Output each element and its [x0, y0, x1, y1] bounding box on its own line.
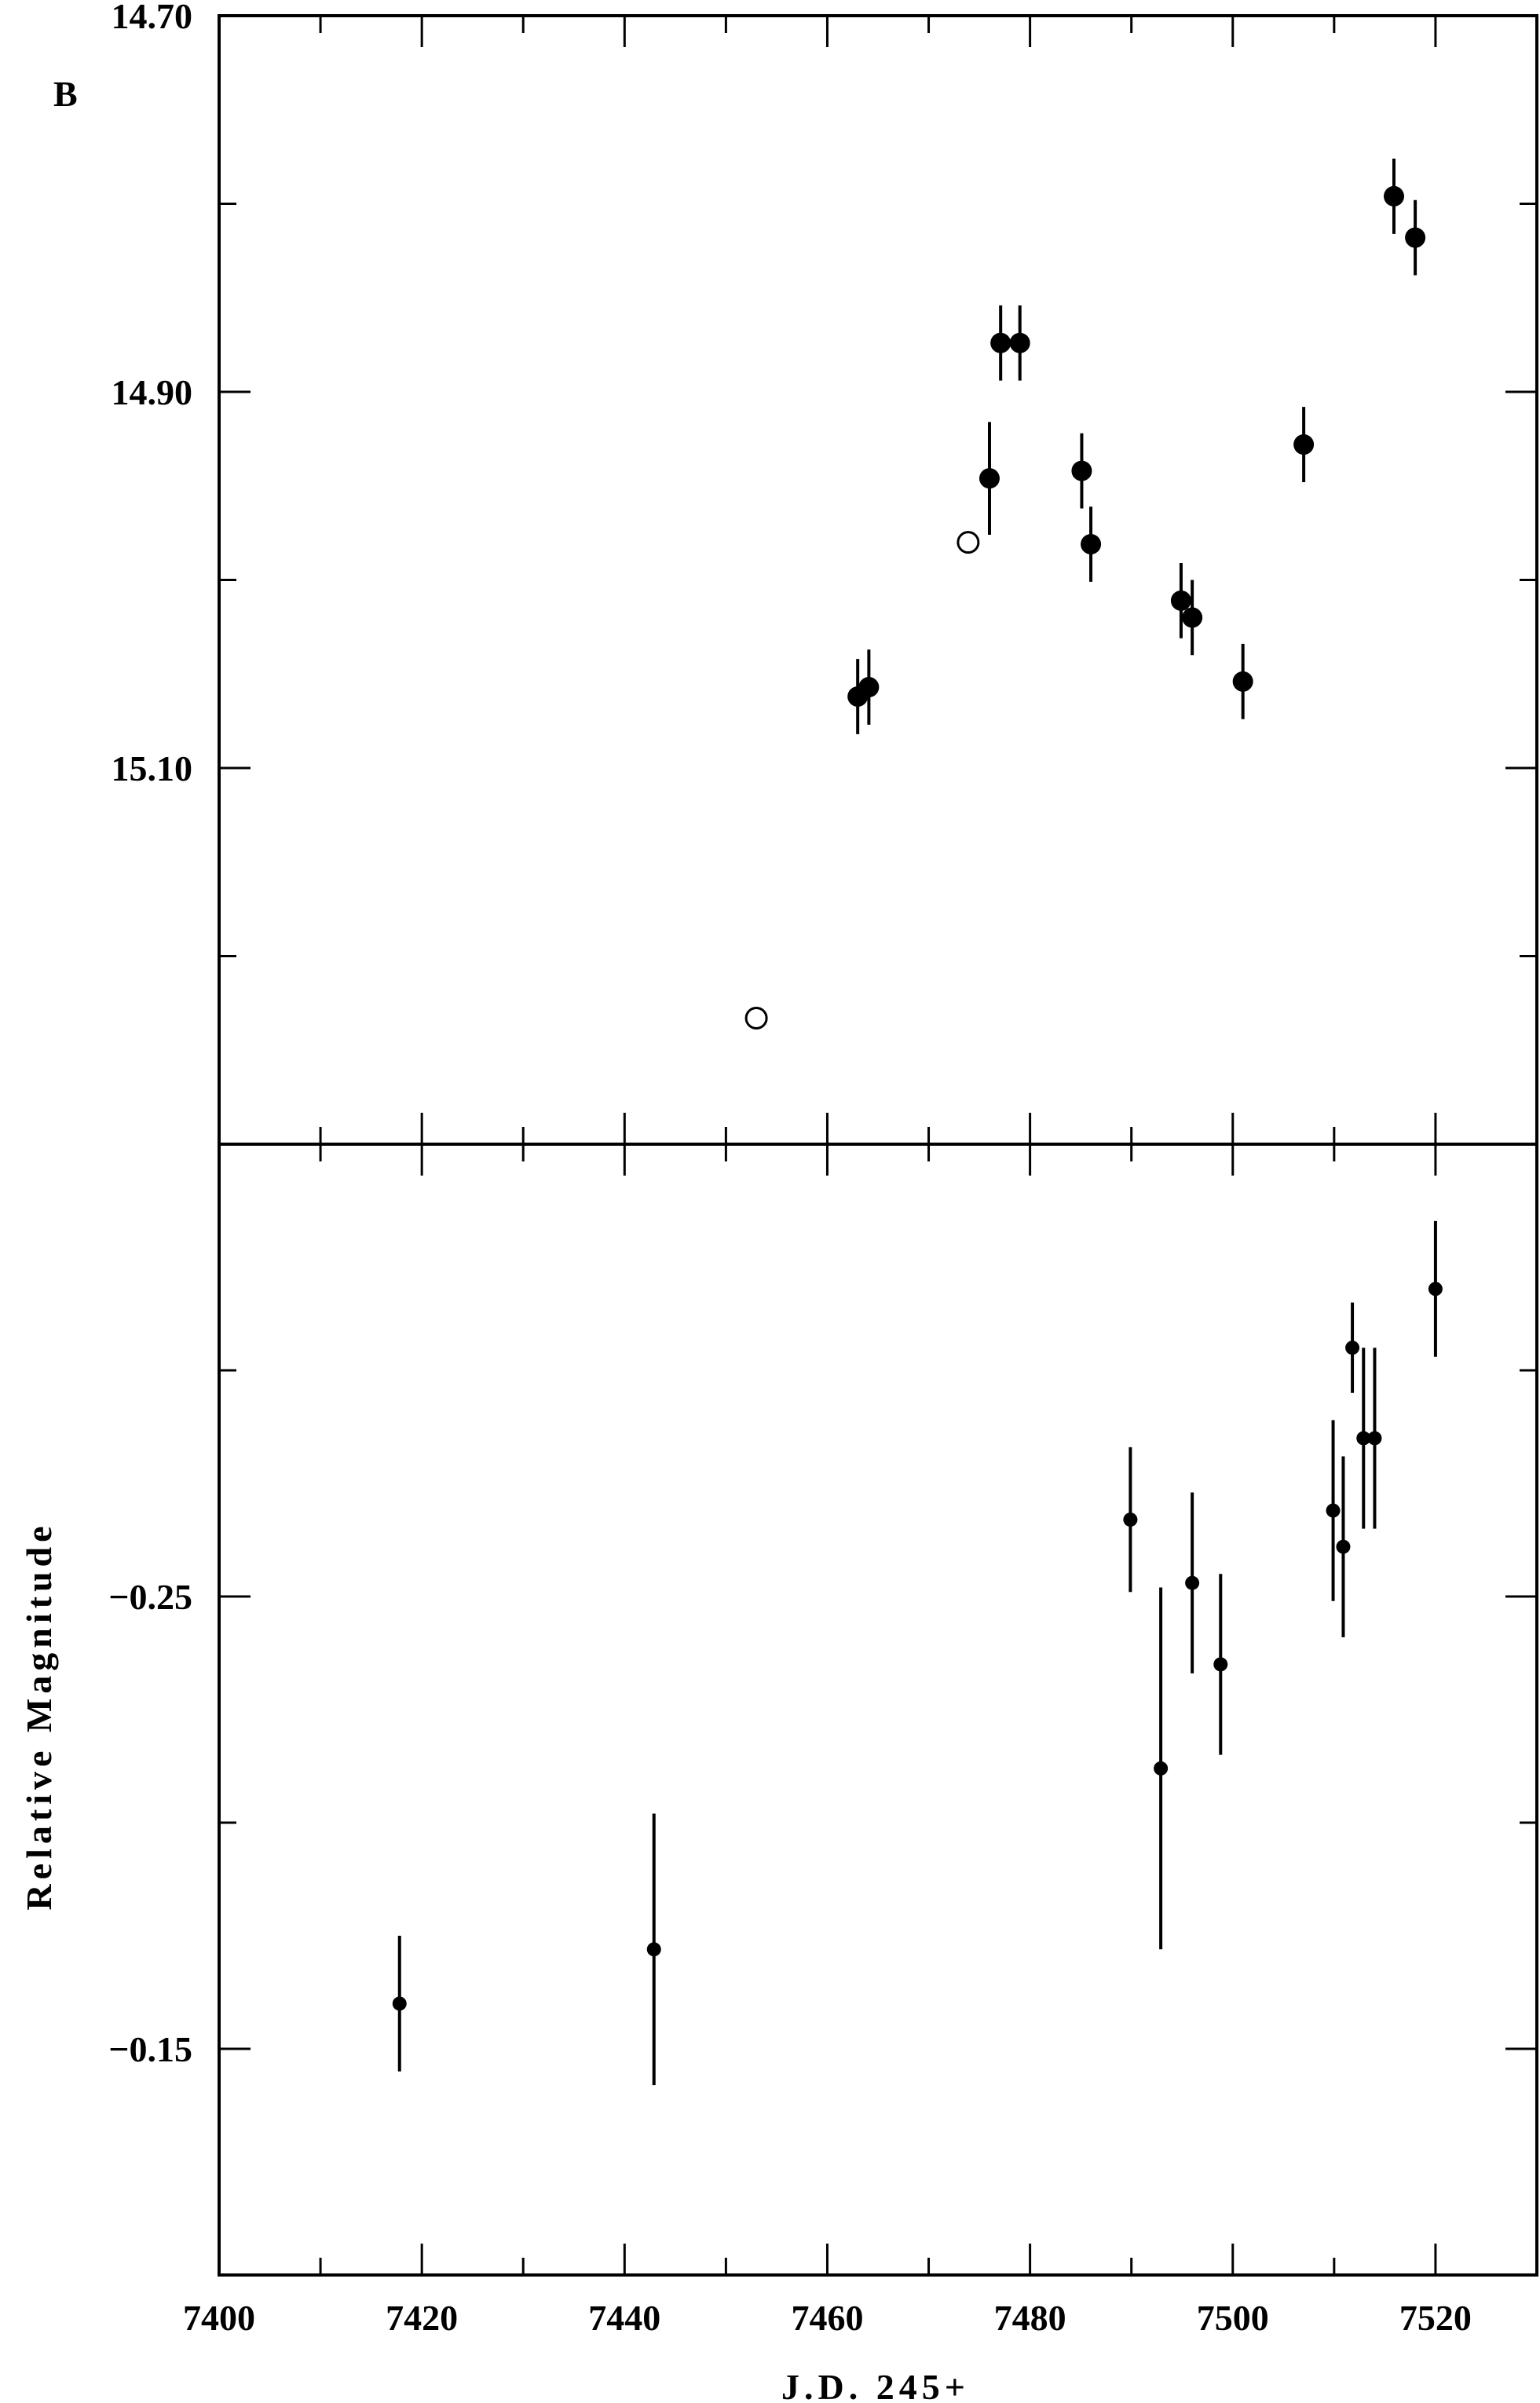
x-axis-label: J.D. 245+: [781, 2367, 970, 2403]
data-point: [1326, 1503, 1341, 1518]
data-point: [957, 531, 980, 554]
data-point: [1428, 1282, 1443, 1297]
data-point: [1170, 590, 1191, 611]
data-point: [1123, 1512, 1138, 1527]
y-tick-label: −0.25: [108, 1577, 192, 1617]
data-point: [1182, 607, 1203, 628]
y-tick-label: 14.70: [112, 0, 193, 36]
data-point: [1356, 1431, 1371, 1446]
data-point: [392, 1996, 407, 2011]
x-tick-label: 7420: [386, 2298, 458, 2338]
y-axis-label: Relative Magnitude: [19, 1521, 59, 1910]
data-point: [1345, 1340, 1360, 1355]
data-point: [1405, 227, 1426, 248]
y-tick-label: −0.15: [108, 2029, 192, 2069]
x-tick-label: 7480: [994, 2298, 1066, 2338]
y-tick-label: 14.90: [112, 372, 193, 412]
data-point: [646, 1942, 661, 1957]
y-tick-label: 15.10: [112, 748, 193, 788]
data-point: [1232, 671, 1253, 692]
data-point: [858, 677, 880, 698]
data-point: [1185, 1575, 1200, 1590]
data-point: [1293, 434, 1315, 455]
x-tick-label: 7500: [1197, 2298, 1269, 2338]
data-point: [744, 1007, 768, 1030]
plot-frame: [218, 1143, 1538, 2277]
data-point: [1384, 185, 1405, 207]
data-point: [1367, 1431, 1382, 1446]
data-point: [1213, 1657, 1228, 1672]
x-tick-label: 7520: [1399, 2298, 1472, 2338]
x-tick-label: 7440: [588, 2298, 660, 2338]
plot-frame: [218, 14, 1538, 1146]
data-point: [1336, 1539, 1351, 1554]
data-point: [990, 332, 1011, 353]
panel-label: B: [53, 74, 78, 114]
data-point: [979, 468, 1000, 489]
data-point: [1071, 460, 1092, 481]
data-point: [1081, 533, 1102, 554]
data-point: [1009, 332, 1030, 353]
data-point: [1154, 1761, 1169, 1776]
x-tick-label: 7460: [791, 2298, 863, 2338]
x-tick-label: 7400: [183, 2298, 255, 2338]
